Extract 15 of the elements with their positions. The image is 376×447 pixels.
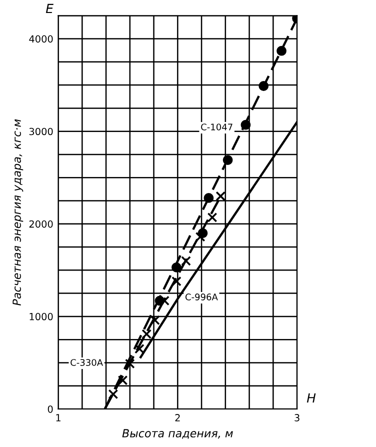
x-tick-label: 1 [56,414,60,422]
text: H [306,393,316,402]
y-tick-label: 2000 [29,220,53,228]
y-tick-label: 0 [48,405,53,413]
x-tick-label: 2 [175,414,180,422]
series-label: С-996А [185,294,218,300]
y-axis-title: Расчетная энергия удара, кгс·м [12,119,24,306]
series-label: С-1047 [201,124,232,130]
text: С-330А [70,359,103,366]
y-tick-label: 4000 [29,35,53,43]
x-tick-label: 3 [294,414,300,422]
text: E [46,4,54,14]
y-tick-label: 1000 [30,312,53,320]
y-tick-label: 3000 [29,128,53,136]
x-axis-title: Высота падения, м [122,429,233,439]
